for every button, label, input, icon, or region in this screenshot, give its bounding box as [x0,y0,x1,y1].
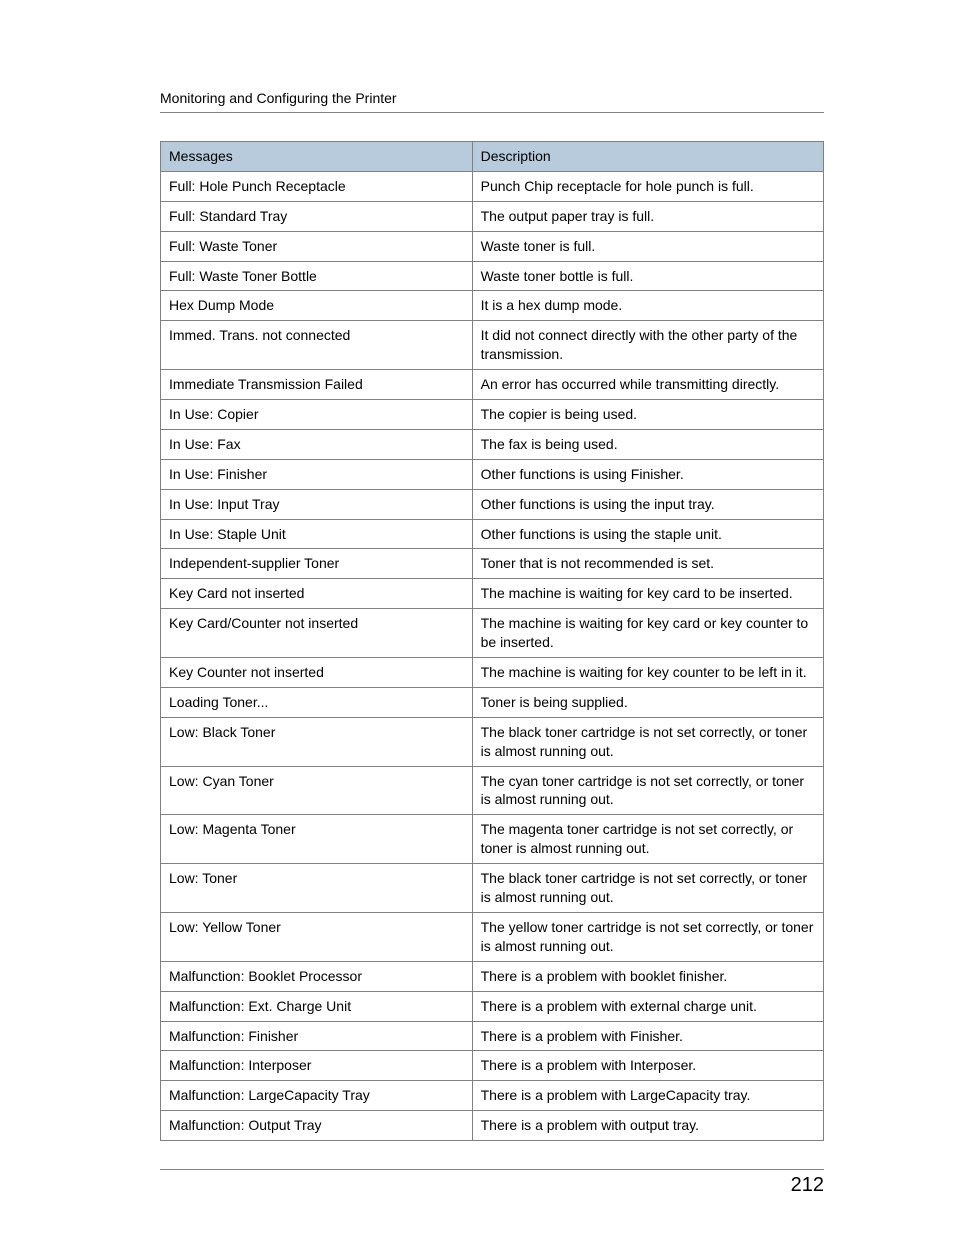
cell-message: In Use: Staple Unit [161,519,473,549]
cell-description: The black toner cartridge is not set cor… [472,717,823,766]
cell-description: The copier is being used. [472,400,823,430]
cell-message: Key Card not inserted [161,579,473,609]
cell-message: Low: Toner [161,864,473,913]
column-header-description: Description [472,142,823,172]
table-row: In Use: FinisherOther functions is using… [161,459,824,489]
cell-description: The yellow toner cartridge is not set co… [472,912,823,961]
cell-description: The black toner cartridge is not set cor… [472,864,823,913]
table-row: Immediate Transmission FailedAn error ha… [161,370,824,400]
cell-description: Other functions is using the staple unit… [472,519,823,549]
cell-description: The cyan toner cartridge is not set corr… [472,766,823,815]
cell-description: There is a problem with LargeCapacity tr… [472,1081,823,1111]
table-row: In Use: FaxThe fax is being used. [161,429,824,459]
table-row: Immed. Trans. not connectedIt did not co… [161,321,824,370]
cell-description: It did not connect directly with the oth… [472,321,823,370]
table-row: Loading Toner...Toner is being supplied. [161,687,824,717]
messages-table: Messages Description Full: Hole Punch Re… [160,141,824,1141]
table-row: Key Card/Counter not insertedThe machine… [161,609,824,658]
cell-message: Low: Cyan Toner [161,766,473,815]
cell-description: The fax is being used. [472,429,823,459]
cell-description: Waste toner bottle is full. [472,261,823,291]
cell-message: Malfunction: Interposer [161,1051,473,1081]
table-row: Low: TonerThe black toner cartridge is n… [161,864,824,913]
cell-message: Immediate Transmission Failed [161,370,473,400]
table-row: Low: Cyan TonerThe cyan toner cartridge … [161,766,824,815]
table-row: Malfunction: Ext. Charge UnitThere is a … [161,991,824,1021]
table-body: Full: Hole Punch ReceptaclePunch Chip re… [161,171,824,1140]
cell-message: Full: Hole Punch Receptacle [161,171,473,201]
cell-description: There is a problem with output tray. [472,1111,823,1141]
table-row: In Use: Input TrayOther functions is usi… [161,489,824,519]
cell-message: Full: Waste Toner Bottle [161,261,473,291]
cell-description: Punch Chip receptacle for hole punch is … [472,171,823,201]
table-row: Low: Yellow TonerThe yellow toner cartri… [161,912,824,961]
cell-description: An error has occurred while transmitting… [472,370,823,400]
table-row: Malfunction: FinisherThere is a problem … [161,1021,824,1051]
cell-description: Other functions is using Finisher. [472,459,823,489]
table-row: Malfunction: LargeCapacity TrayThere is … [161,1081,824,1111]
cell-description: There is a problem with external charge … [472,991,823,1021]
table-row: Malfunction: Output TrayThere is a probl… [161,1111,824,1141]
table-header: Messages Description [161,142,824,172]
cell-message: Key Counter not inserted [161,658,473,688]
cell-description: There is a problem with Finisher. [472,1021,823,1051]
cell-message: Malfunction: Booklet Processor [161,961,473,991]
cell-description: The machine is waiting for key card or k… [472,609,823,658]
table-row: Full: Waste Toner BottleWaste toner bott… [161,261,824,291]
column-header-messages: Messages [161,142,473,172]
cell-message: Hex Dump Mode [161,291,473,321]
cell-message: Loading Toner... [161,687,473,717]
cell-description: Other functions is using the input tray. [472,489,823,519]
document-page: Monitoring and Configuring the Printer M… [0,0,954,1237]
cell-description: There is a problem with booklet finisher… [472,961,823,991]
cell-description: Toner that is not recommended is set. [472,549,823,579]
page-header-title: Monitoring and Configuring the Printer [160,90,824,106]
cell-description: Waste toner is full. [472,231,823,261]
table-header-row: Messages Description [161,142,824,172]
footer-rule [160,1169,824,1170]
table-row: Low: Magenta TonerThe magenta toner cart… [161,815,824,864]
cell-description: There is a problem with Interposer. [472,1051,823,1081]
cell-message: In Use: Fax [161,429,473,459]
cell-message: In Use: Input Tray [161,489,473,519]
header-rule [160,112,824,113]
cell-message: In Use: Copier [161,400,473,430]
cell-description: It is a hex dump mode. [472,291,823,321]
cell-message: Full: Standard Tray [161,201,473,231]
page-number: 212 [160,1174,824,1197]
table-row: Full: Standard TrayThe output paper tray… [161,201,824,231]
cell-message: In Use: Finisher [161,459,473,489]
table-row: In Use: CopierThe copier is being used. [161,400,824,430]
cell-message: Malfunction: LargeCapacity Tray [161,1081,473,1111]
table-row: In Use: Staple UnitOther functions is us… [161,519,824,549]
cell-description: The machine is waiting for key card to b… [472,579,823,609]
cell-message: Malfunction: Output Tray [161,1111,473,1141]
cell-message: Low: Black Toner [161,717,473,766]
cell-message: Independent-supplier Toner [161,549,473,579]
table-row: Key Counter not insertedThe machine is w… [161,658,824,688]
table-row: Malfunction: InterposerThere is a proble… [161,1051,824,1081]
table-row: Key Card not insertedThe machine is wait… [161,579,824,609]
cell-description: The magenta toner cartridge is not set c… [472,815,823,864]
cell-message: Low: Yellow Toner [161,912,473,961]
cell-message: Key Card/Counter not inserted [161,609,473,658]
table-row: Low: Black TonerThe black toner cartridg… [161,717,824,766]
table-row: Malfunction: Booklet ProcessorThere is a… [161,961,824,991]
cell-message: Immed. Trans. not connected [161,321,473,370]
cell-message: Malfunction: Ext. Charge Unit [161,991,473,1021]
cell-message: Low: Magenta Toner [161,815,473,864]
table-row: Full: Waste TonerWaste toner is full. [161,231,824,261]
table-row: Independent-supplier TonerToner that is … [161,549,824,579]
cell-description: The machine is waiting for key counter t… [472,658,823,688]
table-row: Hex Dump ModeIt is a hex dump mode. [161,291,824,321]
cell-message: Full: Waste Toner [161,231,473,261]
cell-description: Toner is being supplied. [472,687,823,717]
cell-message: Malfunction: Finisher [161,1021,473,1051]
cell-description: The output paper tray is full. [472,201,823,231]
table-row: Full: Hole Punch ReceptaclePunch Chip re… [161,171,824,201]
